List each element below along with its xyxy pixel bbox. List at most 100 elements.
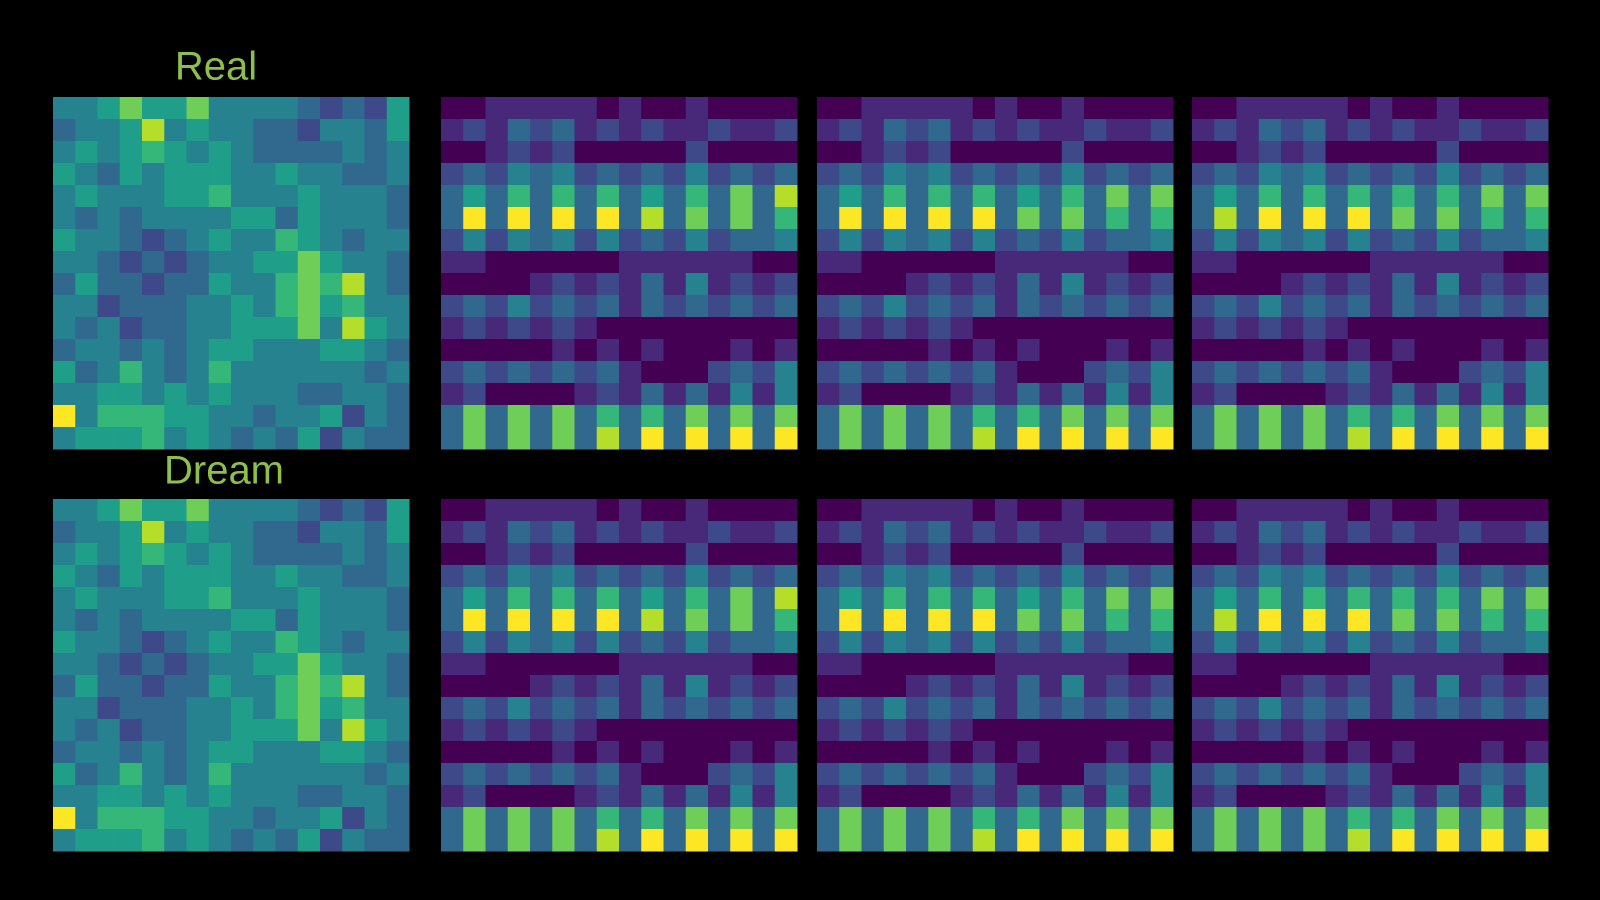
heatmap-cell	[164, 207, 187, 230]
heatmap-cell	[861, 141, 885, 164]
heatmap-cell	[1039, 185, 1063, 208]
heatmap-cell	[708, 697, 731, 720]
heatmap-cell	[97, 829, 121, 852]
heatmap-cell	[1192, 317, 1215, 340]
heatmap-cell	[1325, 653, 1349, 676]
heatmap-cell	[1061, 829, 1085, 852]
heatmap-cell	[928, 609, 951, 632]
heatmap-cell	[708, 741, 731, 764]
heatmap-cell	[275, 543, 299, 566]
heatmap-cell	[1236, 427, 1260, 450]
heatmap-cell	[1525, 741, 1549, 764]
heatmap-cell	[208, 499, 232, 522]
heatmap-cell	[1061, 141, 1085, 164]
heatmap-cell	[342, 163, 365, 186]
heatmap-cell	[552, 163, 575, 186]
heatmap-cell	[342, 741, 365, 764]
heatmap-cell	[817, 521, 840, 544]
heatmap-cell	[552, 543, 575, 566]
heatmap-cell	[142, 631, 165, 654]
heatmap-cell	[752, 229, 776, 252]
heatmap-cell	[164, 609, 187, 632]
heatmap-cell	[1017, 697, 1040, 720]
heatmap-cell	[1459, 361, 1482, 384]
heatmap-cell	[1106, 785, 1129, 808]
heatmap-cell	[950, 785, 974, 808]
heatmap-cell	[1392, 185, 1415, 208]
heatmap-cell	[730, 207, 753, 230]
heatmap-cell	[1281, 163, 1304, 186]
heatmap-cell	[1481, 207, 1504, 230]
heatmap-cell	[142, 829, 165, 852]
heatmap-cell	[906, 163, 929, 186]
heatmap-cell	[364, 719, 388, 742]
heatmap-cell	[253, 141, 276, 164]
heatmap-cell	[708, 405, 731, 428]
heatmap-cell	[1325, 229, 1349, 252]
heatmap-cell	[1459, 653, 1482, 676]
heatmap-cell	[1414, 185, 1438, 208]
heatmap-cell	[97, 587, 121, 610]
heatmap-cell	[142, 499, 165, 522]
heatmap-cell	[1106, 587, 1129, 610]
heatmap-cell	[972, 565, 996, 588]
heatmap-cell	[119, 565, 143, 588]
heatmap-cell	[972, 207, 996, 230]
heatmap-cell	[1436, 653, 1460, 676]
heatmap-cell	[1128, 251, 1152, 274]
heatmap-cell	[208, 339, 232, 362]
heatmap-cell	[861, 405, 885, 428]
heatmap-cell	[1017, 763, 1040, 786]
heatmap-cell	[1106, 499, 1129, 522]
heatmap-cell	[320, 763, 343, 786]
heatmap-cell	[441, 273, 464, 296]
heatmap-cell	[164, 185, 187, 208]
heatmap-cell	[1414, 317, 1438, 340]
heatmap-cell	[1481, 229, 1504, 252]
heatmap-cell	[1084, 97, 1107, 120]
heatmap-cell	[53, 741, 76, 764]
heatmap-cell	[730, 317, 753, 340]
heatmap-cell	[463, 141, 486, 164]
heatmap-cell	[1214, 521, 1237, 544]
heatmap-cell	[1325, 763, 1349, 786]
heatmap-cell	[574, 653, 598, 676]
heatmap-cell	[861, 427, 885, 450]
heatmap-cell	[1459, 163, 1482, 186]
heatmap-cell	[928, 141, 951, 164]
heatmap-cell	[883, 763, 907, 786]
heatmap-cell	[1414, 521, 1438, 544]
heatmap-cell	[817, 719, 840, 742]
heatmap-cell	[1481, 697, 1504, 720]
heatmap-cell	[1128, 763, 1152, 786]
heatmap-cell	[552, 741, 575, 764]
heatmap-cell	[530, 207, 553, 230]
heatmap-cell	[1503, 141, 1527, 164]
heatmap-cell	[231, 383, 254, 406]
heatmap-cell	[1370, 609, 1393, 632]
heatmap-cell	[342, 427, 365, 450]
heatmap-cell	[1481, 273, 1504, 296]
heatmap-cell	[364, 185, 388, 208]
heatmap-cell	[53, 785, 76, 808]
heatmap-cell	[364, 829, 388, 852]
heatmap-cell	[906, 565, 929, 588]
heatmap-cell	[142, 521, 165, 544]
heatmap-cell	[275, 587, 299, 610]
heatmap-cell	[364, 273, 388, 296]
heatmap-cell	[507, 543, 531, 566]
heatmap-cell	[1214, 383, 1237, 406]
heatmap-cell	[928, 185, 951, 208]
heatmap-cell	[463, 631, 486, 654]
heatmap-cell	[297, 653, 321, 676]
heatmap-cell	[1061, 499, 1085, 522]
heatmap-cell	[530, 565, 553, 588]
heatmap-cell	[320, 185, 343, 208]
heatmap-cell	[75, 543, 98, 566]
heatmap-cell	[275, 97, 299, 120]
heatmap-cell	[1017, 361, 1040, 384]
heatmap-cell	[861, 741, 885, 764]
heatmap-cell	[1128, 653, 1152, 676]
heatmap-cell	[1106, 361, 1129, 384]
heatmap-cell	[1084, 763, 1107, 786]
